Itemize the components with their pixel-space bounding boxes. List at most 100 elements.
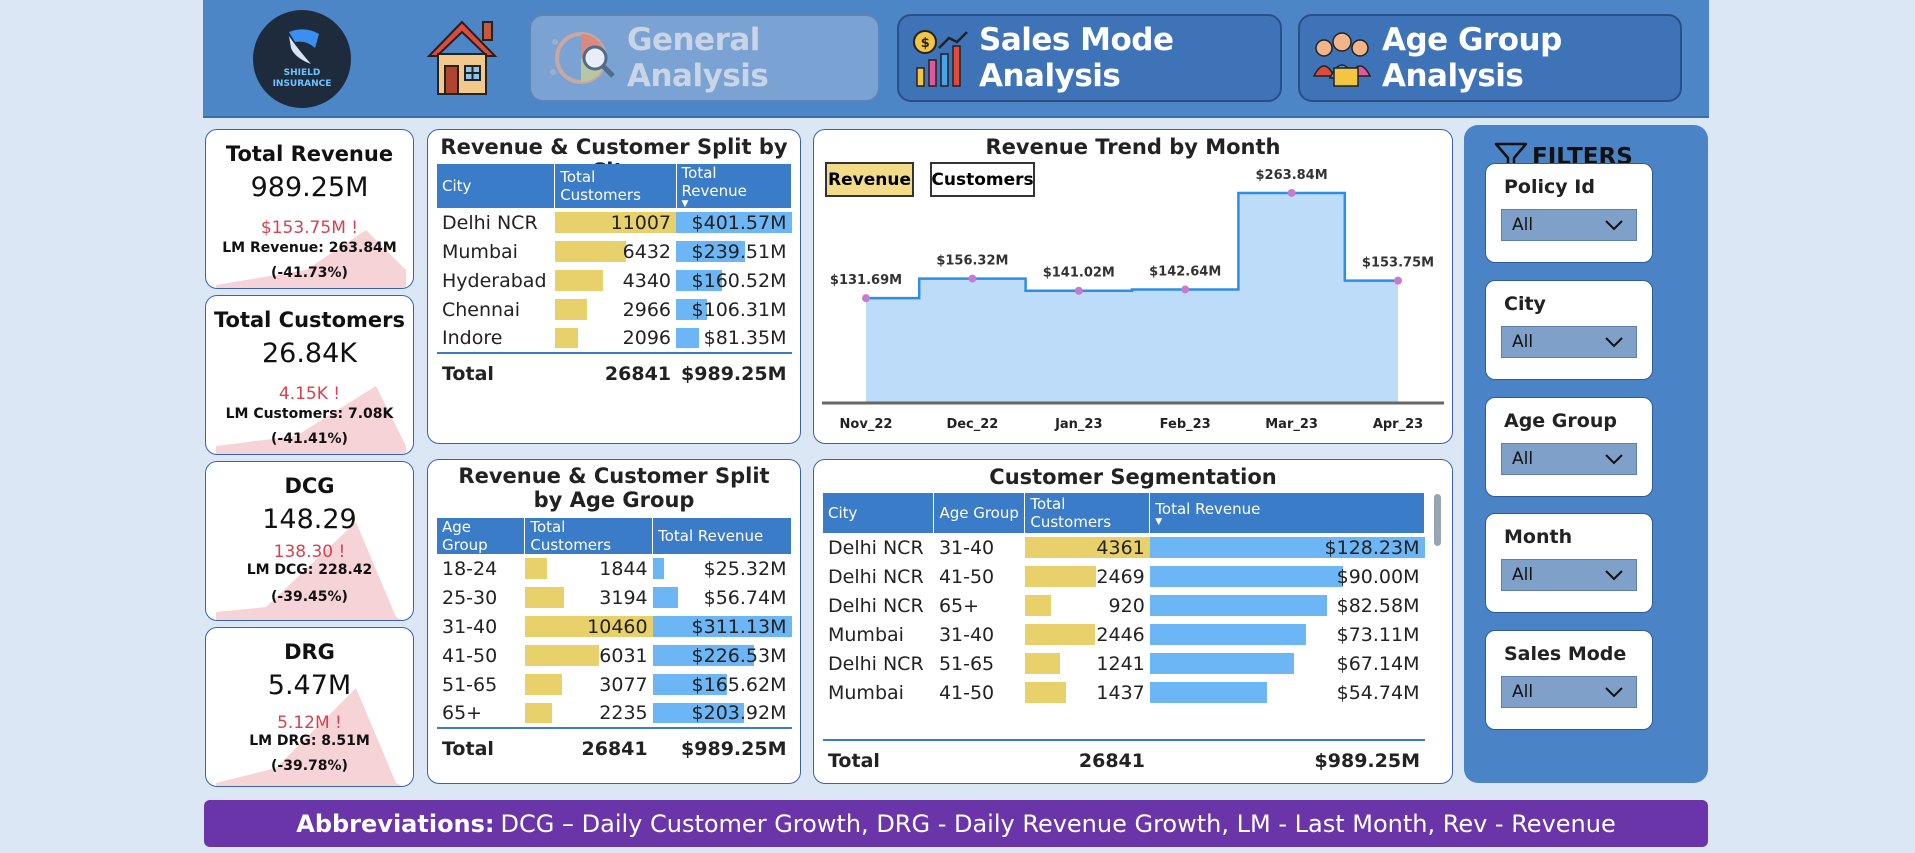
filter-dropdown[interactable]: All xyxy=(1501,559,1637,591)
table-row[interactable]: Delhi NCR 31-40 4361 $128.23M xyxy=(823,533,1425,562)
filter-dropdown[interactable]: All xyxy=(1501,443,1637,475)
customers-value: 1844 xyxy=(599,557,648,580)
customers-value: 1241 xyxy=(1096,652,1145,675)
table-row[interactable]: Mumbai 31-40 2446 $73.11M xyxy=(823,620,1425,649)
revenue-cell: $128.23M xyxy=(1149,533,1425,562)
footer-text: DCG – Daily Customer Growth, DRG - Daily… xyxy=(500,809,1616,838)
table-row[interactable]: Delhi NCR 11007 $401.57M xyxy=(437,208,792,237)
table-row[interactable]: 51-65 3077 $165.62M xyxy=(437,670,792,699)
revenue-value: $160.52M xyxy=(691,269,787,292)
revenue-value: $203.92M xyxy=(691,702,787,724)
company-logo: SHIELD INSURANCE xyxy=(253,10,351,108)
trend-line xyxy=(866,191,1398,300)
customers-bar xyxy=(1024,624,1095,645)
customers-cell: 4340 xyxy=(554,266,676,295)
age-group-cell: 31-40 xyxy=(938,623,995,646)
tab-age-group-analysis[interactable]: Age Group Analysis xyxy=(1298,14,1682,102)
customers-value: 4340 xyxy=(622,269,672,292)
svg-text:$: $ xyxy=(921,36,930,51)
revenue-value: $56.74M xyxy=(703,586,787,609)
table-row[interactable]: Delhi NCR 65+ 920 $82.58M xyxy=(823,591,1425,620)
customers-value: 2235 xyxy=(599,702,648,724)
home-icon[interactable] xyxy=(425,16,499,96)
kpi-lm-value: $153.75M ! xyxy=(206,218,413,238)
kpi-card-drg: DRG 5.47M 5.12M ! LM DRG: 8.51M (-39.78%… xyxy=(205,627,414,787)
revenue-value: $82.58M xyxy=(1336,594,1420,617)
revenue-value: $226.53M xyxy=(691,644,787,667)
customer-segmentation-panel: Customer Segmentation City Age Group Tot… xyxy=(813,459,1453,784)
tab-sales-mode-analysis[interactable]: $ Sales Mode Analysis xyxy=(897,14,1282,102)
customers-value: 3194 xyxy=(599,586,648,609)
tab-general-analysis[interactable]: General Analysis xyxy=(529,14,880,102)
kpi-lm-value-text: 5.12M xyxy=(277,713,330,733)
table-row[interactable]: Indore 2096 $81.35M xyxy=(437,324,792,353)
chevron-down-icon xyxy=(1605,220,1623,231)
customers-bar xyxy=(524,674,563,695)
customers-cell: 10460 xyxy=(524,612,653,641)
table-row[interactable]: 31-40 10460 $311.13M xyxy=(437,612,792,641)
revenue-value: $128.23M xyxy=(1324,536,1420,559)
customers-toggle-button[interactable]: Customers xyxy=(930,162,1035,197)
revenue-value: $165.62M xyxy=(691,673,787,696)
filter-dropdown[interactable]: All xyxy=(1501,676,1637,708)
revenue-toggle-button[interactable]: Revenue xyxy=(825,162,914,197)
sales-chart-icon: $ xyxy=(913,30,968,87)
total-label: Total xyxy=(437,727,525,768)
customers-cell: 11007 xyxy=(554,208,677,237)
table-row[interactable]: Mumbai 41-50 1437 $54.74M xyxy=(823,678,1425,707)
column-header-sorted[interactable]: Total Revenue ▼ xyxy=(1149,493,1425,533)
column-header[interactable]: Age Group xyxy=(933,493,1026,533)
revenue-bar xyxy=(652,558,664,579)
data-point xyxy=(1394,276,1402,285)
total-revenue: $989.25M xyxy=(676,352,792,393)
kpi-sparkline xyxy=(216,522,402,620)
column-header[interactable]: City xyxy=(437,164,556,208)
table-row[interactable]: 18-24 1844 $25.32M xyxy=(437,554,792,583)
table-row[interactable]: Mumbai 6432 $239.51M xyxy=(437,237,792,266)
age-group-cell: 51-65 xyxy=(442,673,498,696)
customers-cell: 2966 xyxy=(554,295,676,324)
table-row[interactable]: 41-50 6031 $226.53M xyxy=(437,641,792,670)
city-cell: Mumbai xyxy=(442,240,518,263)
filter-label: Age Group xyxy=(1504,410,1617,432)
revenue-bar xyxy=(1149,537,1425,558)
filter-dropdown[interactable]: All xyxy=(1501,209,1637,241)
column-header[interactable]: City xyxy=(823,493,935,533)
column-header[interactable]: Total Revenue xyxy=(652,518,792,554)
city-cell: Chennai xyxy=(442,298,521,321)
customers-cell: 4361 xyxy=(1024,533,1150,562)
data-label: $156.32M xyxy=(936,254,1008,269)
customers-cell: 6031 xyxy=(524,641,653,670)
column-header[interactable]: Total Customers xyxy=(524,518,654,554)
revenue-cell: $90.00M xyxy=(1149,562,1425,591)
revenue-value: $401.57M xyxy=(691,211,787,234)
city-cell: Hyderabad xyxy=(442,269,547,292)
filter-dropdown[interactable]: All xyxy=(1501,326,1637,358)
x-tick-label: Apr_23 xyxy=(1373,417,1423,432)
revenue-value: $239.51M xyxy=(691,240,787,263)
table-row[interactable]: Chennai 2966 $106.31M xyxy=(437,295,792,324)
customers-bar xyxy=(1024,595,1052,616)
table-row[interactable]: 25-30 3194 $56.74M xyxy=(437,583,792,612)
age-group-cell: 31-40 xyxy=(442,615,498,638)
revenue-value: $81.35M xyxy=(703,327,787,349)
table-row[interactable]: Delhi NCR 51-65 1241 $67.14M xyxy=(823,649,1425,678)
x-tick-label: Feb_23 xyxy=(1160,417,1211,432)
revenue-bar xyxy=(652,616,792,637)
table-row[interactable]: Hyderabad 4340 $160.52M xyxy=(437,266,792,295)
table-row[interactable]: 65+ 2235 $203.92M xyxy=(437,699,792,728)
column-header[interactable]: Total Customers xyxy=(554,164,677,208)
segmentation-scroll-area[interactable]: City Age Group Total Customers Total Rev… xyxy=(823,493,1425,739)
age-group-cell: 31-40 xyxy=(938,536,995,559)
column-header-sorted[interactable]: Total Revenue ▼ xyxy=(676,164,793,209)
customers-bar xyxy=(1024,653,1061,674)
column-header[interactable]: Age Group xyxy=(437,518,526,554)
abbreviations-footer: Abbreviations: DCG – Daily Customer Grow… xyxy=(204,800,1708,847)
kpi-pct-change: (-41.41%) xyxy=(271,431,348,447)
customers-cell: 3194 xyxy=(524,583,653,612)
column-header[interactable]: Total Customers xyxy=(1024,493,1151,533)
revenue-bar xyxy=(652,645,754,666)
filters-panel: FILTERS Policy Id All City All Age Group All M… xyxy=(1464,125,1708,783)
scrollbar-thumb[interactable] xyxy=(1434,494,1441,546)
table-row[interactable]: Delhi NCR 41-50 2469 $90.00M xyxy=(823,562,1425,591)
